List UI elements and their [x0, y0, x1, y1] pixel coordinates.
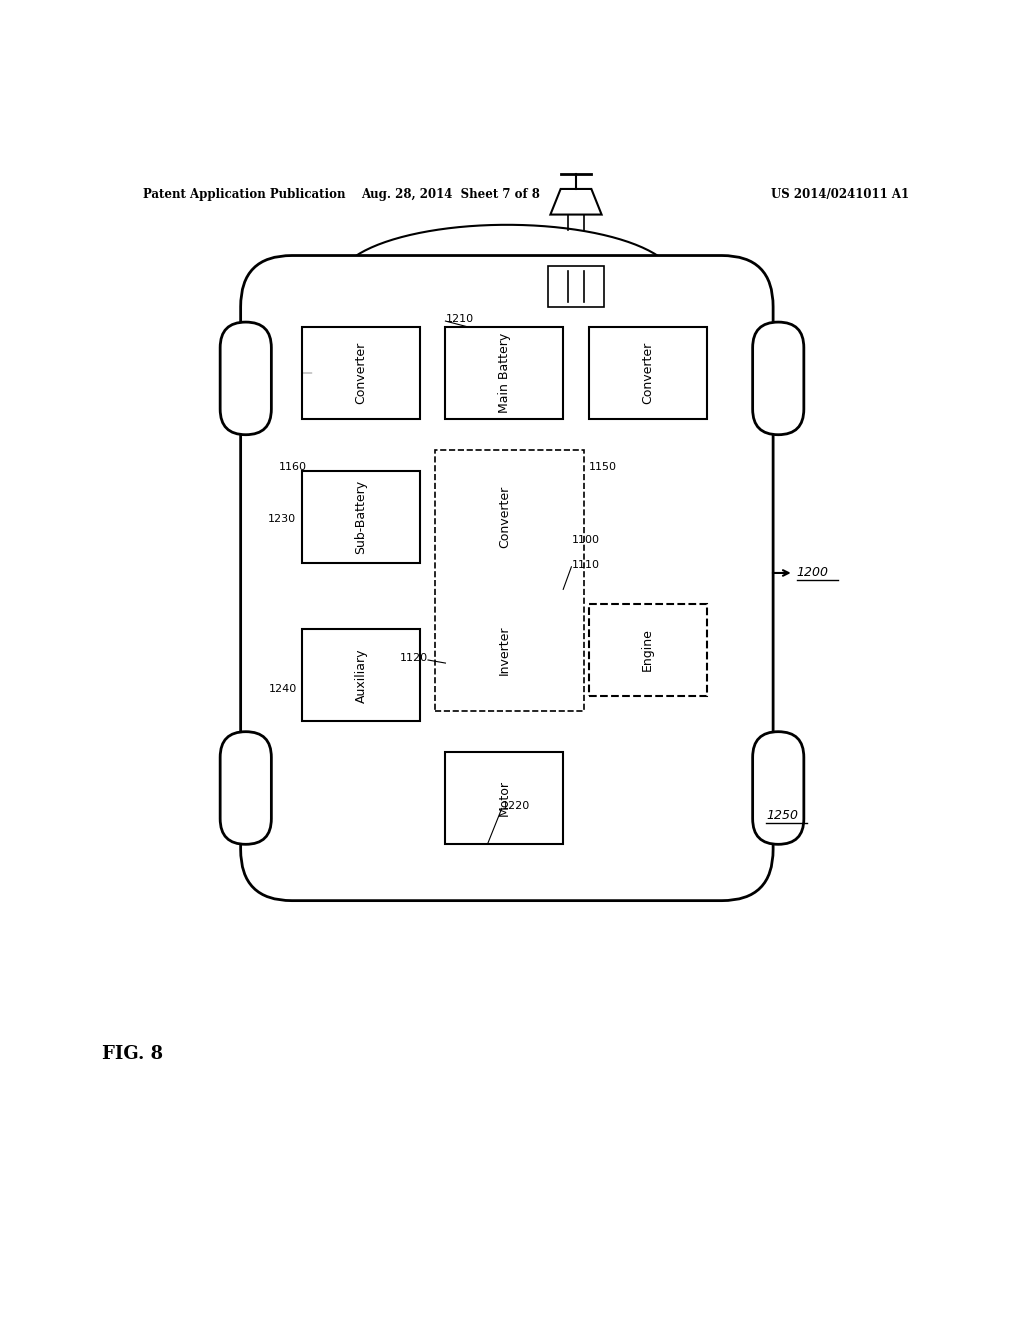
- Text: Engine: Engine: [641, 628, 654, 671]
- Bar: [445, 470, 563, 562]
- Text: Auxiliary: Auxiliary: [354, 648, 368, 702]
- Text: 1240: 1240: [269, 684, 298, 694]
- Text: Converter: Converter: [498, 486, 511, 548]
- Bar: [445, 752, 563, 845]
- Text: US 2014/0241011 A1: US 2014/0241011 A1: [771, 187, 908, 201]
- FancyBboxPatch shape: [241, 256, 773, 900]
- Bar: [435, 450, 584, 711]
- Text: 1210: 1210: [445, 314, 473, 323]
- Text: 1250: 1250: [766, 809, 798, 822]
- Text: 1150: 1150: [589, 462, 616, 473]
- Text: 1160: 1160: [279, 462, 306, 473]
- Text: 1230: 1230: [268, 513, 296, 524]
- FancyBboxPatch shape: [753, 731, 804, 845]
- Bar: [302, 327, 420, 420]
- Bar: [589, 327, 707, 420]
- Bar: [445, 603, 563, 696]
- Text: 1220: 1220: [502, 801, 530, 812]
- FancyBboxPatch shape: [220, 322, 271, 434]
- Text: 1120: 1120: [400, 653, 428, 663]
- Bar: [302, 630, 420, 722]
- Text: 1200: 1200: [797, 566, 828, 579]
- Text: Inverter: Inverter: [498, 624, 511, 675]
- Text: 1110: 1110: [571, 560, 599, 570]
- Bar: [445, 327, 563, 420]
- Bar: [548, 265, 604, 306]
- FancyBboxPatch shape: [220, 731, 271, 845]
- Text: 1100: 1100: [571, 535, 599, 545]
- Text: Aug. 28, 2014  Sheet 7 of 8: Aug. 28, 2014 Sheet 7 of 8: [361, 187, 540, 201]
- Text: FIG. 8: FIG. 8: [102, 1045, 164, 1063]
- Text: Converter: Converter: [641, 342, 654, 404]
- Text: Main Battery: Main Battery: [498, 333, 511, 413]
- Text: Patent Application Publication: Patent Application Publication: [143, 187, 346, 201]
- Text: Converter: Converter: [354, 342, 368, 404]
- FancyBboxPatch shape: [753, 322, 804, 434]
- Text: Motor: Motor: [498, 780, 511, 816]
- Bar: [589, 603, 707, 696]
- Text: Sub-Battery: Sub-Battery: [354, 479, 368, 553]
- Bar: [302, 470, 420, 562]
